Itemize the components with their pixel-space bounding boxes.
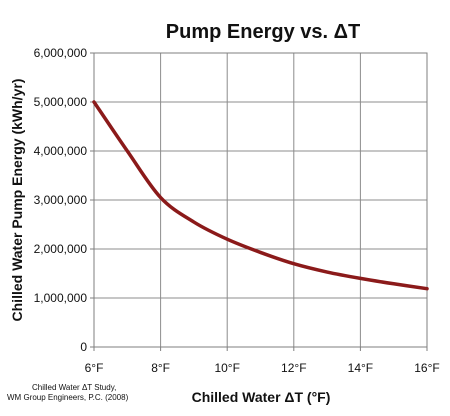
y-axis-ticks: 0 1,000,000 2,000,000 3,000,000 4,000,000 5,0… xyxy=(34,46,88,354)
x-tick-label: 16°F xyxy=(414,361,439,375)
series-layer xyxy=(92,100,429,291)
y-tick-label: 0 xyxy=(80,340,87,354)
x-axis-label: Chilled Water ΔT (°F) xyxy=(192,389,331,405)
y-tick-label: 6,000,000 xyxy=(34,46,88,60)
x-tick-label: 6°F xyxy=(85,361,104,375)
chart-title: Pump Energy vs. ΔT xyxy=(166,21,360,43)
y-axis-label: Chilled Water Pump Energy (kWh/yr) xyxy=(9,79,25,322)
y-tick-label: 3,000,000 xyxy=(34,193,88,207)
y-tick-label: 5,000,000 xyxy=(34,95,88,109)
plot-area-border xyxy=(93,52,428,348)
x-axis-ticks: 6°F 8°F 10°F 12°F 14°F 16°F xyxy=(85,361,440,375)
y-tick-label: 1,000,000 xyxy=(34,291,88,305)
x-tick-label: 12°F xyxy=(281,361,306,375)
series-line xyxy=(92,100,429,291)
x-tick-label: 14°F xyxy=(348,361,373,375)
x-tick-label: 8°F xyxy=(151,361,170,375)
source-note-line-2: WM Group Engineers, P.C. (2008) xyxy=(7,393,129,402)
x-tick-label: 10°F xyxy=(214,361,239,375)
y-tick-label: 2,000,000 xyxy=(34,242,88,256)
y-tick-label: 4,000,000 xyxy=(34,144,88,158)
source-note-line-1: Chilled Water ΔT Study, xyxy=(32,383,116,392)
